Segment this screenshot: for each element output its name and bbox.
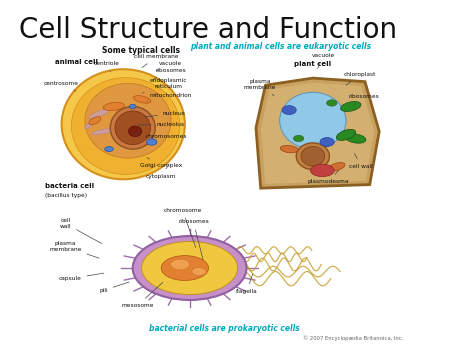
- Ellipse shape: [129, 104, 136, 109]
- Ellipse shape: [282, 106, 296, 114]
- Text: vacuole: vacuole: [156, 61, 182, 71]
- Ellipse shape: [337, 129, 356, 141]
- Ellipse shape: [128, 126, 142, 137]
- Text: endoplasmic
reticulum: endoplasmic reticulum: [142, 78, 187, 93]
- Text: ribosomes: ribosomes: [154, 69, 186, 79]
- Ellipse shape: [134, 95, 151, 103]
- Text: nucleus: nucleus: [145, 111, 186, 117]
- Ellipse shape: [280, 146, 298, 153]
- Ellipse shape: [142, 241, 237, 295]
- Polygon shape: [261, 83, 374, 184]
- Ellipse shape: [345, 134, 366, 143]
- Text: centriole: centriole: [94, 61, 119, 72]
- Ellipse shape: [146, 139, 157, 145]
- Text: Golgi complex: Golgi complex: [140, 158, 182, 168]
- Text: centrosome: centrosome: [44, 81, 79, 91]
- Text: Some typical cells: Some typical cells: [102, 46, 180, 55]
- Text: cytoplasm: cytoplasm: [146, 164, 176, 179]
- Text: plant and animal cells are eukaryotic cells: plant and animal cells are eukaryotic ce…: [190, 42, 371, 51]
- Text: flagella: flagella: [236, 274, 257, 294]
- Ellipse shape: [89, 109, 110, 119]
- Ellipse shape: [310, 164, 334, 177]
- Ellipse shape: [133, 236, 246, 300]
- Ellipse shape: [115, 111, 151, 145]
- Ellipse shape: [72, 78, 180, 174]
- Ellipse shape: [171, 259, 190, 270]
- Text: chromosomes: chromosomes: [136, 133, 187, 139]
- Ellipse shape: [340, 102, 361, 111]
- Text: vacuole: vacuole: [312, 53, 335, 69]
- Ellipse shape: [105, 147, 113, 152]
- Ellipse shape: [89, 117, 101, 125]
- Text: © 2007 Encyclopædia Britannica, Inc.: © 2007 Encyclopædia Britannica, Inc.: [303, 335, 403, 341]
- Text: mitochondrion: mitochondrion: [147, 93, 192, 101]
- Text: Cell Structure and Function: Cell Structure and Function: [19, 16, 397, 44]
- Ellipse shape: [328, 163, 345, 171]
- Ellipse shape: [62, 69, 185, 179]
- Text: mesosome: mesosome: [121, 282, 163, 308]
- Text: nucleolus: nucleolus: [138, 122, 185, 127]
- Text: ribosomes: ribosomes: [349, 94, 379, 105]
- Text: ribosomes: ribosomes: [178, 219, 209, 260]
- Ellipse shape: [161, 256, 209, 280]
- Text: animal cell: animal cell: [55, 59, 98, 65]
- Text: pili: pili: [99, 282, 129, 293]
- Ellipse shape: [296, 143, 329, 170]
- Ellipse shape: [192, 268, 206, 275]
- Text: plasma
membrane: plasma membrane: [49, 241, 99, 258]
- Polygon shape: [256, 78, 379, 188]
- Text: cell membrane: cell membrane: [134, 54, 179, 67]
- Text: cell
wall: cell wall: [60, 218, 102, 244]
- Text: plasma
membrane: plasma membrane: [244, 79, 276, 96]
- Text: (bacillus type): (bacillus type): [45, 193, 87, 198]
- Ellipse shape: [293, 135, 304, 142]
- Ellipse shape: [91, 128, 117, 135]
- Text: cell wall: cell wall: [349, 153, 373, 169]
- Ellipse shape: [301, 146, 325, 166]
- Ellipse shape: [280, 92, 346, 149]
- Ellipse shape: [327, 100, 337, 106]
- Text: bacteria cell: bacteria cell: [45, 184, 94, 189]
- Ellipse shape: [320, 137, 334, 146]
- Ellipse shape: [110, 106, 155, 149]
- Text: bacterial cells are prokaryotic cells: bacterial cells are prokaryotic cells: [149, 324, 300, 333]
- Text: capsule: capsule: [59, 273, 104, 281]
- Ellipse shape: [84, 119, 96, 129]
- Text: plant cell: plant cell: [294, 61, 331, 67]
- Text: chromosome: chromosome: [164, 208, 201, 248]
- Text: plasmodesma: plasmodesma: [307, 171, 349, 184]
- Ellipse shape: [85, 83, 171, 158]
- Text: chloroplast: chloroplast: [344, 72, 376, 85]
- Ellipse shape: [103, 102, 124, 111]
